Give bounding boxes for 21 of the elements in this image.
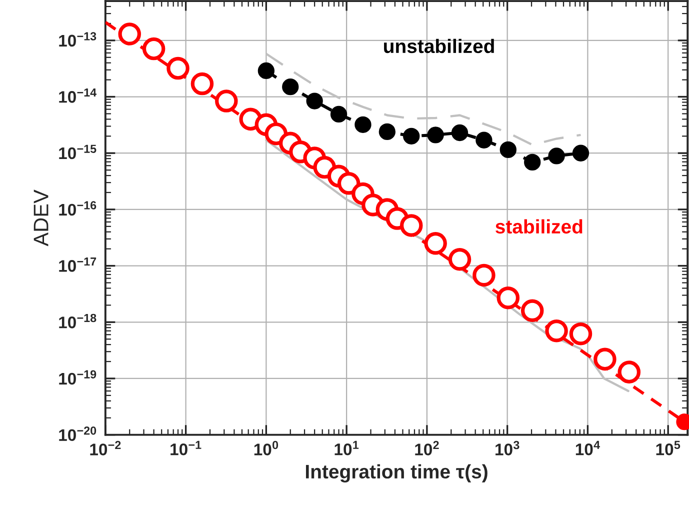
series-label: stabilized	[496, 219, 582, 234]
x-tick-label: 10$^{5}$	[656, 440, 680, 456]
y-tick-label: 10$^{−17}$	[59, 258, 96, 272]
x-tick-label: 10$^{2}$	[415, 440, 439, 456]
y-axis-title: ADEV	[34, 190, 48, 246]
y-tick-label: 10$^{−20}$	[59, 426, 96, 442]
x-tick-label: 10$^{0}$	[254, 440, 278, 456]
text: unstabilized	[384, 38, 494, 54]
y-tick-label: 10$^{−16}$	[59, 201, 96, 216]
line-series	[265, 52, 582, 146]
y-tick-label: 10$^{−13}$	[59, 32, 96, 47]
y-tick-label: 10$^{−14}$	[59, 88, 97, 103]
x-tick-label: 10$^{4}$	[576, 440, 600, 456]
y-tick-label: 10$^{−15}$	[59, 144, 96, 160]
x-axis-title: Integration time τ(s)	[306, 464, 488, 482]
x-tick-label: 10$^{3}$	[496, 440, 520, 456]
y-tick-label: 10$^{−19}$	[59, 370, 96, 385]
x-tick-label: 10$^{1}$	[334, 440, 359, 456]
x-tick-label: 10$^{−1}$	[170, 440, 202, 456]
y-tick-label: 10$^{−18}$	[59, 314, 96, 328]
x-tick-label: 10$^{−2}$	[90, 440, 121, 456]
